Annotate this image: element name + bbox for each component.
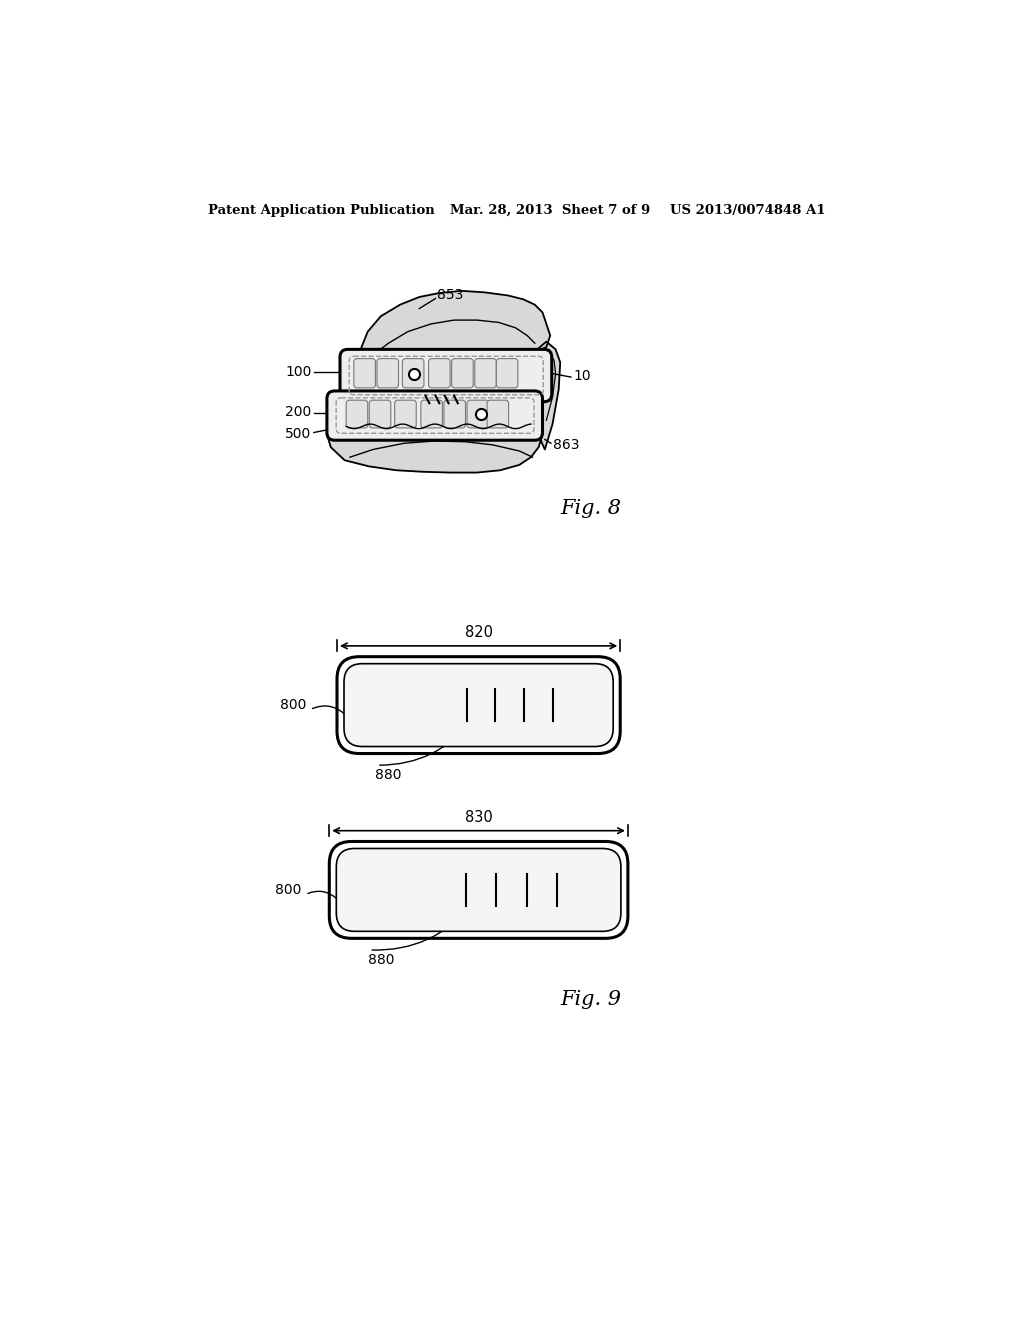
Text: 10: 10 [573, 368, 591, 383]
Text: 800: 800 [275, 883, 301, 896]
Text: Mar. 28, 2013  Sheet 7 of 9: Mar. 28, 2013 Sheet 7 of 9 [451, 205, 650, 218]
FancyBboxPatch shape [429, 359, 451, 388]
FancyBboxPatch shape [346, 400, 368, 428]
FancyBboxPatch shape [467, 400, 488, 428]
FancyBboxPatch shape [377, 359, 398, 388]
Text: 853: 853 [437, 289, 464, 302]
Text: US 2013/0074848 A1: US 2013/0074848 A1 [670, 205, 825, 218]
Text: Fig. 8: Fig. 8 [560, 499, 622, 519]
FancyBboxPatch shape [336, 849, 621, 932]
FancyBboxPatch shape [344, 664, 613, 747]
FancyBboxPatch shape [421, 400, 442, 428]
Text: 800: 800 [280, 698, 306, 711]
Text: 880: 880 [368, 953, 394, 968]
Text: 830: 830 [465, 809, 493, 825]
FancyBboxPatch shape [340, 350, 552, 401]
FancyBboxPatch shape [327, 391, 543, 441]
FancyBboxPatch shape [330, 841, 628, 939]
FancyBboxPatch shape [370, 400, 391, 428]
Text: 500: 500 [286, 428, 311, 441]
Text: 820: 820 [465, 624, 493, 640]
Polygon shape [538, 342, 560, 449]
FancyBboxPatch shape [497, 359, 518, 388]
FancyBboxPatch shape [452, 359, 473, 388]
Text: 100: 100 [285, 366, 311, 379]
Polygon shape [357, 290, 550, 363]
Text: Fig. 9: Fig. 9 [560, 990, 622, 1008]
FancyBboxPatch shape [475, 359, 497, 388]
Text: 200: 200 [286, 405, 311, 420]
FancyBboxPatch shape [444, 400, 466, 428]
FancyBboxPatch shape [337, 656, 621, 754]
FancyBboxPatch shape [394, 400, 416, 428]
Text: Patent Application Publication: Patent Application Publication [208, 205, 434, 218]
Text: 880: 880 [376, 768, 401, 783]
FancyBboxPatch shape [354, 359, 376, 388]
Text: 863: 863 [553, 438, 579, 451]
FancyBboxPatch shape [487, 400, 509, 428]
FancyBboxPatch shape [402, 359, 424, 388]
Polygon shape [327, 414, 543, 473]
